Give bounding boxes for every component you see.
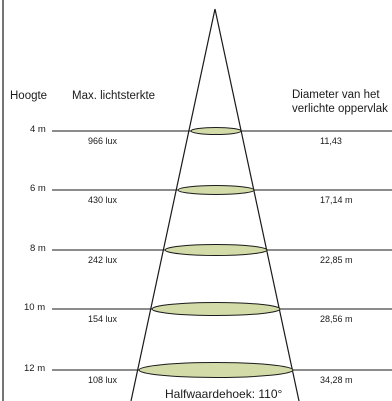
beam-left-edge (130, 8, 216, 401)
height-label: 10 m (24, 302, 46, 313)
height-column-header: Hoogte (10, 90, 48, 102)
diameter-value: 17,14 m (320, 195, 353, 205)
diameter-column-header: Diameter van het verlichte oppervlak (292, 88, 388, 116)
height-label: 4 m (30, 124, 46, 135)
illuminated-area-ellipse (190, 127, 242, 135)
beam-right-edge (214, 8, 300, 401)
diameter-header-line-1: Diameter van het (292, 89, 380, 101)
illuminated-area-ellipse (177, 185, 255, 195)
lux-value: 430 lux (88, 195, 118, 205)
height-label: 6 m (30, 183, 46, 194)
illuminated-area-ellipse (164, 244, 268, 256)
half-angle-label: Halfwaardehoek: 110° (163, 387, 285, 401)
height-label: 12 m (24, 363, 46, 374)
diameter-header-line-2: verlichte oppervlak (292, 103, 388, 115)
illuminated-area-ellipse (138, 362, 294, 378)
lux-value: 154 lux (88, 314, 118, 324)
lux-value: 108 lux (88, 375, 118, 385)
height-label: 8 m (30, 243, 46, 254)
diameter-value: 22,85 m (320, 255, 353, 265)
diameter-value: 11,43 (320, 136, 342, 146)
lux-value: 242 lux (88, 255, 118, 265)
max-intensity-column-header: Max. lichtsterkte (72, 90, 156, 102)
lux-value: 966 lux (88, 136, 118, 146)
illuminated-area-ellipse (151, 302, 281, 316)
diameter-value: 34,28 m (320, 375, 353, 385)
diameter-value: 28,56 m (320, 314, 353, 324)
